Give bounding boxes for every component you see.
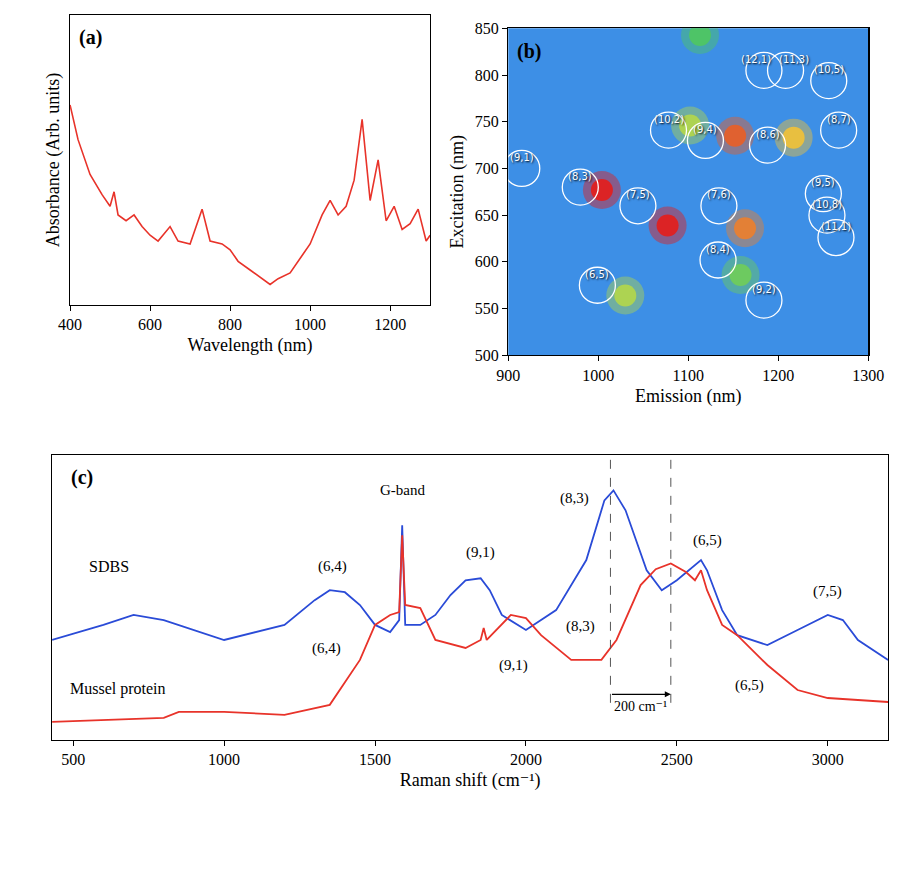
svg-text:(12,1): (12,1) — [741, 54, 771, 65]
svg-text:Mussel protein: Mussel protein — [70, 680, 166, 698]
svg-text:(9,1): (9,1) — [510, 152, 534, 163]
svg-text:500: 500 — [475, 347, 499, 364]
svg-text:800: 800 — [218, 316, 242, 333]
svg-text:200 cm⁻¹: 200 cm⁻¹ — [614, 699, 667, 714]
svg-text:(11,1): (11,1) — [821, 221, 851, 232]
svg-text:2500: 2500 — [661, 751, 693, 768]
svg-text:(6,4): (6,4) — [312, 640, 341, 657]
svg-text:(9,4): (9,4) — [693, 124, 717, 135]
svg-text:800: 800 — [475, 67, 499, 84]
svg-text:G-band: G-band — [380, 482, 425, 498]
svg-text:400: 400 — [58, 316, 82, 333]
svg-text:(10,8): (10,8) — [812, 199, 842, 210]
svg-text:(7,5): (7,5) — [813, 583, 842, 600]
svg-text:(6,4): (6,4) — [318, 558, 347, 575]
svg-text:(8,3): (8,3) — [560, 490, 589, 507]
svg-text:3000: 3000 — [812, 751, 844, 768]
svg-text:(8,3): (8,3) — [568, 171, 592, 182]
svg-text:850: 850 — [475, 20, 499, 37]
svg-text:(b): (b) — [517, 40, 541, 63]
svg-text:750: 750 — [475, 113, 499, 130]
svg-text:(9,5): (9,5) — [811, 177, 835, 188]
svg-text:1500: 1500 — [359, 751, 391, 768]
svg-text:(8,3): (8,3) — [566, 618, 595, 635]
svg-text:1300: 1300 — [852, 367, 884, 384]
svg-text:(6,5): (6,5) — [585, 269, 609, 280]
svg-text:(9,1): (9,1) — [499, 657, 528, 674]
svg-text:1200: 1200 — [762, 367, 794, 384]
svg-text:500: 500 — [61, 751, 85, 768]
svg-text:550: 550 — [475, 300, 499, 317]
svg-text:Excitation (nm): Excitation (nm) — [447, 135, 468, 248]
svg-text:Absorbance (Arb. units): Absorbance (Arb. units) — [43, 73, 64, 247]
svg-text:Raman shift (cm⁻¹): Raman shift (cm⁻¹) — [400, 770, 541, 791]
svg-text:(8,7): (8,7) — [827, 114, 851, 125]
svg-text:(7,6): (7,6) — [707, 189, 731, 200]
svg-text:1000: 1000 — [582, 367, 614, 384]
svg-text:600: 600 — [475, 253, 499, 270]
svg-text:(8,4): (8,4) — [706, 244, 730, 255]
svg-text:(7,5): (7,5) — [626, 189, 650, 200]
svg-text:(11,3): (11,3) — [779, 54, 809, 65]
svg-text:(10,5): (10,5) — [814, 64, 844, 75]
svg-text:1100: 1100 — [673, 367, 704, 384]
svg-text:Emission (nm): Emission (nm) — [635, 386, 742, 407]
svg-text:(9,1): (9,1) — [466, 544, 495, 561]
svg-text:(8,6): (8,6) — [756, 129, 780, 140]
svg-text:1200: 1200 — [374, 316, 406, 333]
svg-text:(a): (a) — [79, 26, 102, 49]
svg-text:1000: 1000 — [208, 751, 240, 768]
svg-text:700: 700 — [475, 160, 499, 177]
svg-text:(10,2): (10,2) — [654, 114, 684, 125]
svg-text:(6,5): (6,5) — [735, 677, 764, 694]
svg-text:2000: 2000 — [510, 751, 542, 768]
svg-text:SDBS: SDBS — [89, 558, 129, 575]
svg-text:900: 900 — [496, 367, 520, 384]
svg-text:Wavelength (nm): Wavelength (nm) — [188, 335, 313, 356]
svg-text:600: 600 — [138, 316, 162, 333]
svg-text:650: 650 — [475, 207, 499, 224]
svg-text:(6,5): (6,5) — [693, 532, 722, 549]
svg-text:1000: 1000 — [294, 316, 326, 333]
svg-text:(c): (c) — [71, 466, 93, 489]
svg-text:(9,2): (9,2) — [752, 284, 776, 295]
